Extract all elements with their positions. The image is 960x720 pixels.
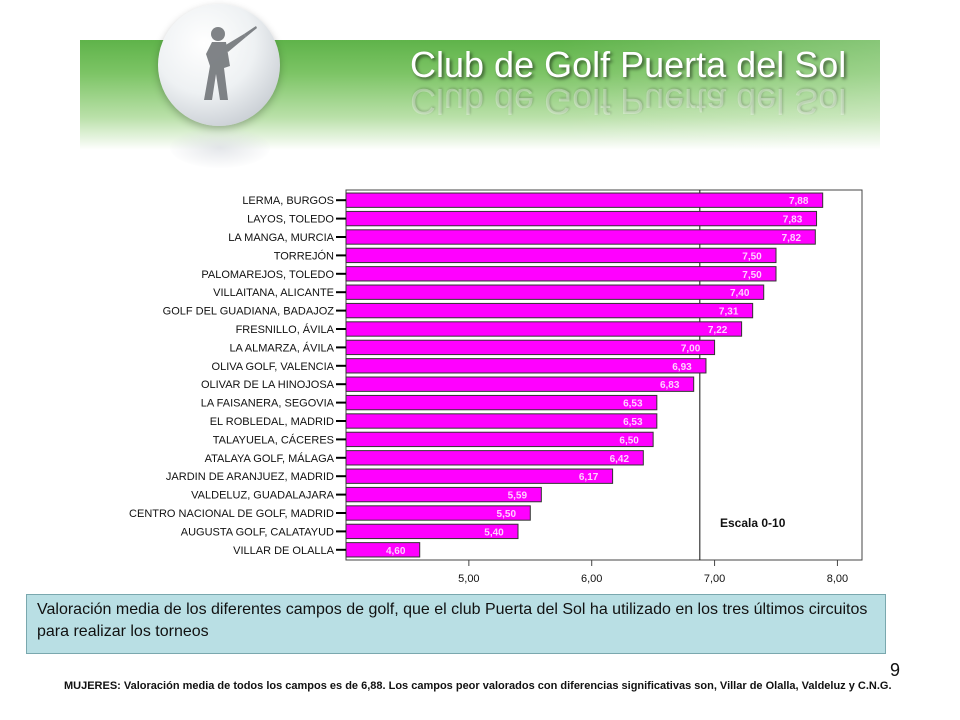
category-label: LERMA, BURGOS bbox=[242, 195, 334, 207]
value-label: 6,93 bbox=[672, 362, 692, 373]
value-label: 5,59 bbox=[508, 491, 528, 502]
value-label: 6,17 bbox=[579, 472, 599, 483]
category-label: LAYOS, TOLEDO bbox=[247, 214, 334, 226]
golfer-silhouette-icon bbox=[204, 26, 257, 100]
category-label: FRESNILLO, ÁVILA bbox=[236, 323, 335, 336]
bar bbox=[345, 192, 824, 208]
value-label: 7,22 bbox=[708, 325, 728, 336]
value-label: 7,50 bbox=[742, 270, 762, 281]
value-label: 6,53 bbox=[623, 417, 643, 428]
category-label: LA FAISANERA, SEGOVIA bbox=[201, 398, 335, 410]
value-labels: 7,88 7,83 7,82 7,50 7,50 7,40 7,31 7,22 7,00 6,93… bbox=[386, 196, 809, 557]
footnote: MUJERES: Valoración media de todos los c… bbox=[64, 680, 892, 692]
bar bbox=[345, 210, 818, 227]
value-label: 5,40 bbox=[484, 527, 504, 538]
value-label: 7,40 bbox=[730, 288, 750, 299]
value-label: 4,60 bbox=[386, 546, 406, 557]
bar bbox=[345, 431, 654, 448]
bar bbox=[345, 302, 754, 319]
page-number: 9 bbox=[890, 660, 901, 680]
bar bbox=[345, 542, 421, 558]
value-label: 5,50 bbox=[497, 509, 517, 520]
category-label: PALOMAREJOS, TOLEDO bbox=[201, 269, 334, 281]
bar bbox=[345, 358, 707, 374]
value-label: 6,50 bbox=[619, 435, 639, 446]
category-label: ATALAYA GOLF, MÁLAGA bbox=[205, 452, 335, 465]
bar bbox=[345, 247, 777, 264]
value-label: 6,53 bbox=[623, 399, 643, 410]
category-labels: LERMA, BURGOS LAYOS, TOLEDO LA MANGA, MURC… bbox=[129, 195, 346, 557]
bar bbox=[345, 376, 695, 392]
bar bbox=[345, 394, 658, 411]
plot-area bbox=[345, 189, 863, 561]
x-tick-label: 6,00 bbox=[581, 573, 602, 585]
category-label: OLIVA GOLF, VALENCIA bbox=[212, 361, 335, 373]
bar bbox=[345, 229, 816, 245]
bar bbox=[345, 284, 765, 300]
bar bbox=[345, 468, 614, 484]
bar bbox=[345, 321, 743, 337]
category-label: TORREJÓN bbox=[274, 249, 334, 262]
value-label: 7,00 bbox=[681, 343, 701, 354]
category-label: CENTRO NACIONAL DE GOLF, MADRID bbox=[129, 508, 334, 520]
value-label: 7,82 bbox=[782, 233, 802, 244]
x-tick-label: 7,00 bbox=[704, 573, 725, 585]
category-label: GOLF DEL GUADIANA, BADAJOZ bbox=[163, 306, 335, 318]
category-label: LA ALMARZA, ÁVILA bbox=[229, 341, 334, 354]
chart-annotation: Escala 0-10 bbox=[720, 516, 786, 530]
chart-bars bbox=[345, 192, 824, 558]
page-title: Club de Golf Puerta del Sol bbox=[410, 44, 847, 85]
golf-ball-logo-icon bbox=[158, 4, 280, 126]
bar bbox=[345, 339, 716, 356]
value-label: 7,83 bbox=[783, 215, 803, 226]
value-label: 6,83 bbox=[660, 380, 680, 391]
value-label: 7,88 bbox=[789, 196, 809, 207]
bar-chart: LERMA, BURGOS LAYOS, TOLEDO LA MANGA, MURC… bbox=[129, 189, 863, 585]
category-label: OLIVAR DE LA HINOJOSA bbox=[201, 379, 335, 391]
category-label: LA MANGA, MURCIA bbox=[228, 232, 334, 244]
category-label: EL ROBLEDAL, MADRID bbox=[210, 416, 334, 428]
category-label: VILLAITANA, ALICANTE bbox=[213, 287, 334, 299]
category-label: AUGUSTA GOLF, CALATAYUD bbox=[181, 526, 334, 538]
value-label: 6,42 bbox=[610, 454, 630, 465]
chart-frame bbox=[345, 189, 863, 561]
bar bbox=[345, 413, 658, 429]
category-label: VILLAR DE OLALLA bbox=[233, 545, 335, 557]
bar bbox=[345, 266, 777, 282]
category-label: VALDELUZ, GUADALAJARA bbox=[191, 490, 335, 502]
x-tick-label: 8,00 bbox=[827, 573, 848, 585]
x-tick-label: 5,00 bbox=[458, 573, 479, 585]
chart-caption: Valoración media de los diferentes campo… bbox=[26, 594, 886, 654]
bar bbox=[345, 450, 644, 466]
value-label: 7,50 bbox=[742, 251, 762, 262]
ball-reflection bbox=[170, 128, 270, 168]
category-label: TALAYUELA, CÁCERES bbox=[213, 433, 334, 446]
category-label: JARDIN DE ARANJUEZ, MADRID bbox=[166, 471, 334, 483]
value-label: 7,31 bbox=[719, 307, 739, 318]
x-axis-ticks: 5,00 6,00 7,00 8,00 bbox=[458, 560, 848, 585]
